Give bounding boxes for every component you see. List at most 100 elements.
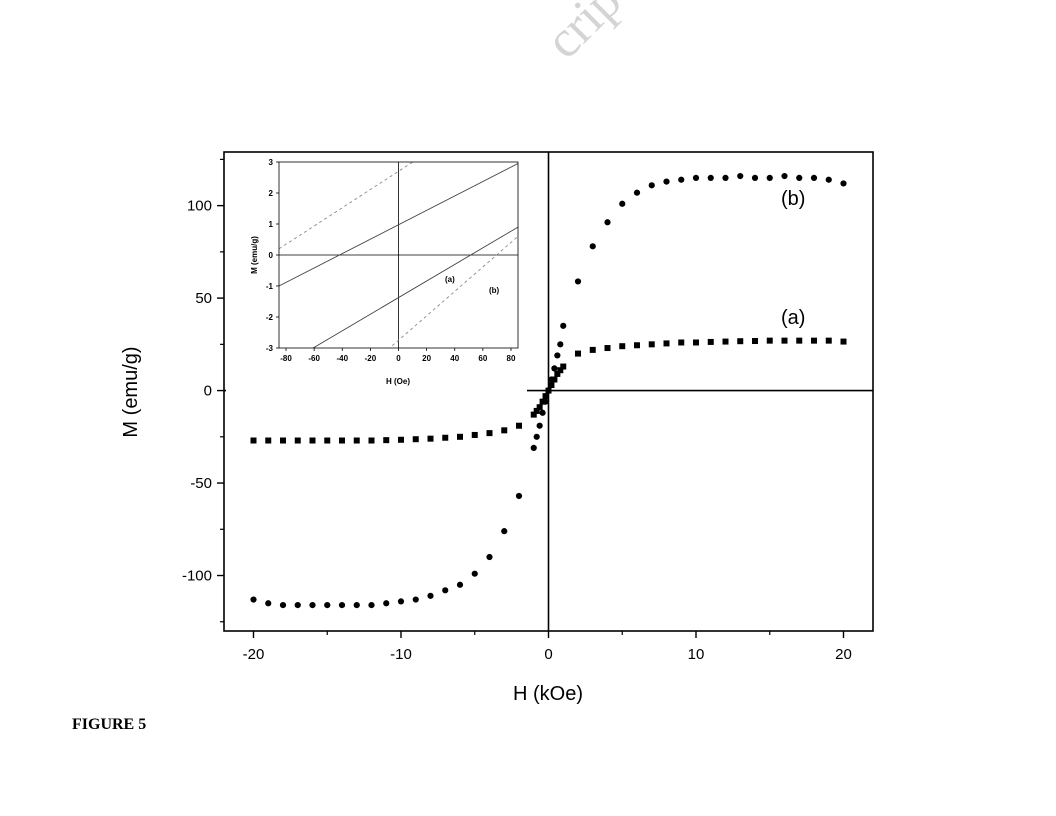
inset-x-tick-label: -60 bbox=[308, 354, 320, 363]
series-b-point bbox=[486, 553, 493, 561]
series-b-point bbox=[309, 602, 316, 609]
series-a-point bbox=[796, 337, 803, 344]
series-b-point bbox=[530, 444, 537, 452]
inset-x-tick-label: 60 bbox=[478, 354, 487, 363]
series-b-point bbox=[265, 600, 272, 607]
main-x-axis-label: H (kOe) bbox=[513, 683, 583, 705]
main-y-tick-label: 0 bbox=[204, 383, 212, 400]
inset-zero-lines bbox=[279, 162, 518, 348]
series-a-point bbox=[619, 343, 626, 350]
series-b-point bbox=[751, 174, 759, 181]
inset-data-lines bbox=[279, 162, 518, 348]
series-a-point bbox=[663, 340, 670, 347]
series-b-point bbox=[678, 176, 685, 183]
series-b-point bbox=[554, 352, 561, 359]
inset-label-b: (b) bbox=[489, 286, 500, 295]
series-a-point bbox=[634, 342, 640, 349]
series-b-point bbox=[737, 172, 744, 180]
inset-background bbox=[226, 154, 527, 399]
inset-series-a-line bbox=[279, 163, 518, 287]
series-b-point bbox=[574, 278, 582, 285]
inset-x-tick-label: -80 bbox=[280, 354, 292, 363]
series-b-point bbox=[648, 182, 655, 189]
series-a-point bbox=[486, 430, 493, 437]
series-b-point bbox=[533, 433, 540, 440]
series-a-point bbox=[678, 339, 685, 346]
main-y-tick-label: -100 bbox=[182, 568, 212, 585]
series-b-point bbox=[633, 189, 641, 196]
series-a-point bbox=[840, 338, 847, 345]
series-a-point bbox=[604, 345, 611, 352]
series-b-point bbox=[368, 602, 375, 609]
series-a-point bbox=[309, 437, 316, 444]
series-a-point bbox=[442, 434, 449, 441]
series-b-point bbox=[589, 243, 596, 250]
inset-label-a: (a) bbox=[445, 275, 455, 284]
series-a-point bbox=[766, 337, 773, 344]
inset-series-a-line bbox=[312, 226, 518, 348]
inset-x-tick-label: 20 bbox=[422, 354, 431, 363]
main-y-tick-label: 100 bbox=[187, 198, 212, 215]
main-y-axis-label: M (emu/g) bbox=[120, 346, 142, 437]
series-b-point bbox=[471, 570, 478, 577]
series-b-point bbox=[707, 174, 714, 181]
series-b-point bbox=[542, 398, 549, 405]
inset-y-tick-label: 0 bbox=[269, 251, 274, 260]
series-a-point bbox=[533, 407, 540, 414]
series-a-point bbox=[560, 363, 567, 370]
series-a-point bbox=[294, 437, 301, 444]
main-x-tick-label: 10 bbox=[688, 646, 705, 663]
inset-x-tick-label: -20 bbox=[365, 354, 377, 363]
series-b-point bbox=[536, 422, 543, 429]
series-a-point bbox=[648, 341, 655, 348]
series-b-point bbox=[722, 174, 729, 181]
series-a-point bbox=[693, 339, 699, 346]
series-a-point bbox=[368, 437, 375, 444]
inset-y-tick-label: -3 bbox=[266, 344, 274, 353]
series-a-point bbox=[589, 346, 596, 353]
inset-x-axis-label: H (Oe) bbox=[386, 377, 410, 386]
series-a-point bbox=[707, 338, 714, 345]
series-a-point bbox=[501, 427, 508, 434]
series-b-point bbox=[796, 174, 803, 181]
series-b-point bbox=[560, 322, 567, 329]
series-b-point bbox=[619, 200, 626, 207]
series-b-point bbox=[442, 587, 449, 594]
series-a-point bbox=[339, 437, 345, 444]
series-b-point bbox=[353, 602, 360, 609]
series-a-point bbox=[548, 382, 555, 389]
series-b-point bbox=[604, 219, 611, 226]
series-a-point bbox=[554, 370, 561, 377]
inset-y-tick-label: 2 bbox=[269, 189, 274, 198]
series-b-point bbox=[551, 365, 558, 372]
inset-x-tick-label: 40 bbox=[450, 354, 459, 363]
inset-x-ticks: -80 -60 -40 -20 0 20 40 60 80 bbox=[280, 348, 516, 363]
series-b-point bbox=[279, 602, 287, 609]
series-b-point bbox=[501, 528, 508, 535]
series-a-point bbox=[752, 338, 758, 345]
series-a-point bbox=[737, 338, 744, 345]
series-b-point bbox=[692, 174, 700, 181]
series-a-point bbox=[265, 437, 272, 444]
series-b-point bbox=[557, 341, 564, 348]
inset-y-tick-label: -1 bbox=[266, 282, 274, 291]
series-a-point bbox=[427, 435, 434, 442]
main-x-tick-label: -20 bbox=[243, 646, 265, 663]
inset-x-tick-label: -40 bbox=[336, 354, 348, 363]
series-a-point bbox=[825, 337, 832, 344]
series-a-point bbox=[398, 436, 404, 443]
inset-x-tick-label: 80 bbox=[507, 354, 516, 363]
inset-y-tick-label: 1 bbox=[269, 220, 274, 229]
main-x-tick-label: 20 bbox=[835, 646, 852, 663]
series-a-point bbox=[324, 437, 331, 444]
series-a-point bbox=[542, 393, 549, 400]
series-a-point bbox=[250, 437, 257, 444]
series-b-point bbox=[825, 176, 832, 183]
series-a-point bbox=[457, 433, 463, 440]
main-x-tick-label: -10 bbox=[390, 646, 412, 663]
series-a-point bbox=[811, 337, 817, 344]
series-b-point bbox=[412, 596, 419, 603]
series-label-b: (b) bbox=[781, 188, 805, 210]
